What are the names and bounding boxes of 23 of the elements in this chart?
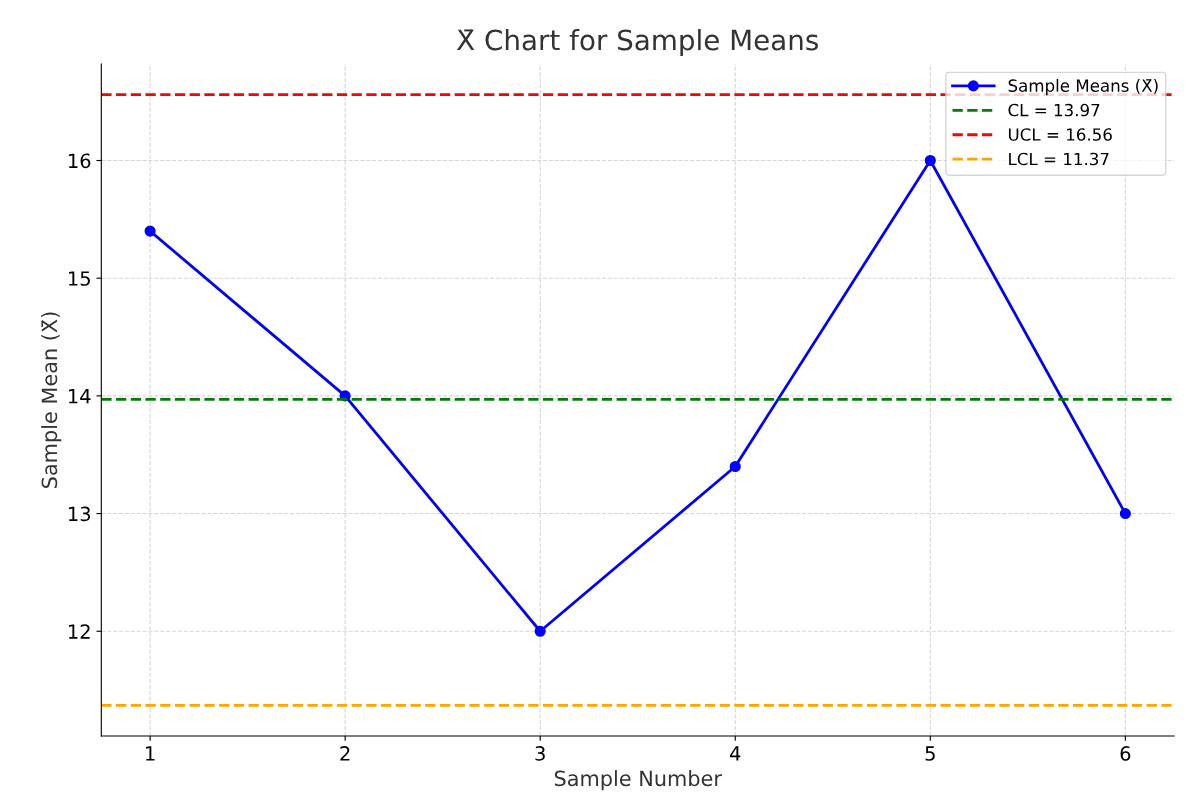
x-tick-label: 2 [340, 746, 350, 761]
legend-label: Sample Means (X̄) [1008, 79, 1158, 96]
x-tick-label: 4 [730, 746, 741, 761]
y-axis-title: Sample Mean (X̄) [41, 312, 62, 488]
x-tick-label: 6 [1120, 746, 1131, 761]
point [729, 460, 741, 473]
point [1119, 508, 1131, 520]
legend-label: UCL = 16.56 [1008, 128, 1112, 141]
chart-title: X̄ Chart for Sample Means [456, 29, 818, 56]
legend-label: LCL = 11.37 [1009, 152, 1109, 166]
x-tick-label: 1 [146, 746, 155, 761]
x-axis-title: Sample Number [554, 770, 722, 791]
legend-label: CL = 13.97 [1008, 103, 1100, 117]
y-tick-label: 13 [68, 506, 91, 522]
x-tick-label: 3 [535, 746, 545, 761]
y-tick-label: 16 [68, 153, 91, 169]
y-tick-label: 15 [68, 271, 90, 286]
y-tick-label: 12 [68, 624, 90, 639]
point [534, 625, 546, 637]
point [144, 225, 156, 237]
point [924, 154, 936, 167]
x-tick-label: 5 [925, 746, 935, 761]
y-tick-label: 14 [68, 389, 91, 404]
